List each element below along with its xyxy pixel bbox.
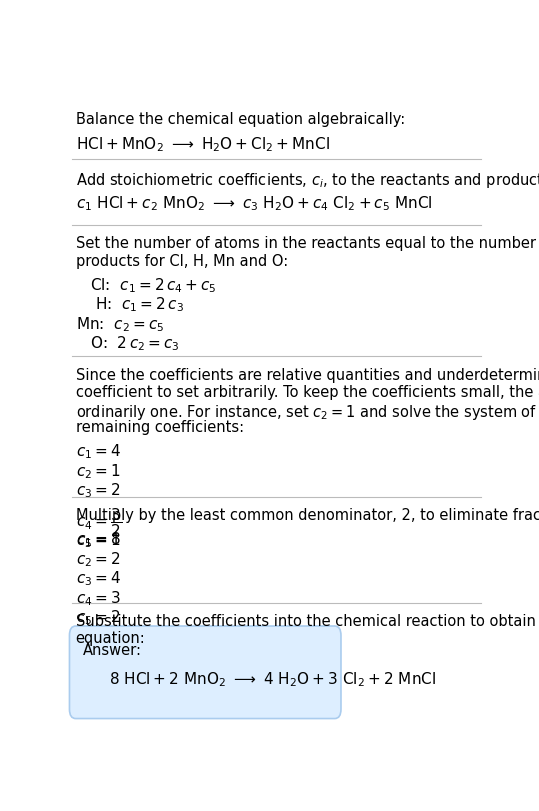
- Text: products for Cl, H, Mn and O:: products for Cl, H, Mn and O:: [75, 253, 288, 268]
- Text: $c_2 = 1$: $c_2 = 1$: [75, 461, 120, 480]
- Text: equation:: equation:: [75, 631, 146, 646]
- Text: Mn:  $c_2 = c_5$: Mn: $c_2 = c_5$: [75, 315, 164, 333]
- Text: Answer:: Answer:: [83, 642, 142, 657]
- Text: remaining coefficients:: remaining coefficients:: [75, 419, 244, 435]
- Text: Balance the chemical equation algebraically:: Balance the chemical equation algebraica…: [75, 112, 405, 127]
- Text: Add stoichiometric coefficients, $c_i$, to the reactants and products:: Add stoichiometric coefficients, $c_i$, …: [75, 171, 539, 190]
- Text: $c_5 = 1$: $c_5 = 1$: [75, 530, 120, 549]
- Text: $c_1 = 8$: $c_1 = 8$: [75, 530, 121, 549]
- Text: $c_3 = 4$: $c_3 = 4$: [75, 569, 121, 587]
- Text: Set the number of atoms in the reactants equal to the number of atoms in the: Set the number of atoms in the reactants…: [75, 236, 539, 251]
- Text: $c_2 = 2$: $c_2 = 2$: [75, 549, 120, 569]
- Text: $c_4 = 3$: $c_4 = 3$: [75, 588, 121, 607]
- Text: $8\ \mathrm{HCl} + 2\ \mathrm{MnO_2}\ \longrightarrow\ 4\ \mathrm{H_2O} + 3\ \ma: $8\ \mathrm{HCl} + 2\ \mathrm{MnO_2}\ \l…: [109, 670, 436, 689]
- Text: coefficient to set arbitrarily. To keep the coefficients small, the arbitrary va: coefficient to set arbitrarily. To keep …: [75, 384, 539, 400]
- Text: $c_4 = \dfrac{3}{2}$: $c_4 = \dfrac{3}{2}$: [75, 506, 122, 539]
- Text: $c_1\ \mathrm{HCl} + c_2\ \mathrm{MnO_2}\ \longrightarrow\ c_3\ \mathrm{H_2O} + : $c_1\ \mathrm{HCl} + c_2\ \mathrm{MnO_2}…: [75, 194, 432, 212]
- Text: H:  $c_1 = 2\,c_3$: H: $c_1 = 2\,c_3$: [95, 295, 184, 314]
- Text: Multiply by the least common denominator, 2, to eliminate fractional coefficient: Multiply by the least common denominator…: [75, 508, 539, 522]
- FancyBboxPatch shape: [70, 626, 341, 719]
- Text: $c_5 = 2$: $c_5 = 2$: [75, 607, 120, 626]
- Text: $\mathrm{HCl} + \mathrm{MnO_2}\ \longrightarrow\ \mathrm{H_2O} + \mathrm{Cl_2} +: $\mathrm{HCl} + \mathrm{MnO_2}\ \longrig…: [75, 135, 330, 154]
- Text: $c_3 = 2$: $c_3 = 2$: [75, 481, 120, 500]
- Text: Cl:  $c_1 = 2\,c_4 + c_5$: Cl: $c_1 = 2\,c_4 + c_5$: [91, 276, 217, 294]
- Text: O:  $2\,c_2 = c_3$: O: $2\,c_2 = c_3$: [91, 334, 180, 353]
- Text: ordinarily one. For instance, set $c_2 = 1$ and solve the system of equations fo: ordinarily one. For instance, set $c_2 =…: [75, 402, 539, 421]
- Text: Substitute the coefficients into the chemical reaction to obtain the balanced: Substitute the coefficients into the che…: [75, 613, 539, 628]
- Text: Since the coefficients are relative quantities and underdetermined, choose a: Since the coefficients are relative quan…: [75, 367, 539, 382]
- Text: $c_1 = 4$: $c_1 = 4$: [75, 442, 121, 461]
